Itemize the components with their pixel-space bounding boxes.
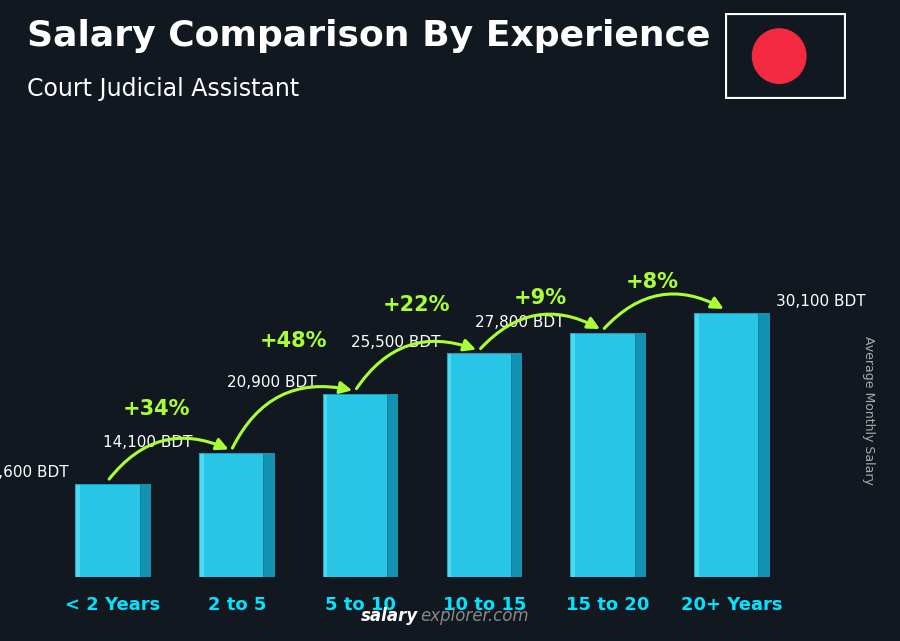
- Text: 10,600 BDT: 10,600 BDT: [0, 465, 69, 480]
- FancyBboxPatch shape: [76, 484, 140, 577]
- Polygon shape: [759, 313, 769, 577]
- Text: 20,900 BDT: 20,900 BDT: [227, 375, 317, 390]
- FancyBboxPatch shape: [571, 333, 634, 577]
- Polygon shape: [387, 394, 398, 577]
- FancyBboxPatch shape: [323, 394, 387, 577]
- Text: +34%: +34%: [123, 399, 191, 419]
- Polygon shape: [511, 353, 522, 577]
- Text: +8%: +8%: [626, 272, 679, 292]
- Text: 5 to 10: 5 to 10: [325, 596, 396, 614]
- Text: 25,500 BDT: 25,500 BDT: [351, 335, 440, 350]
- Text: +9%: +9%: [514, 288, 567, 308]
- Bar: [199, 453, 203, 577]
- Text: explorer.com: explorer.com: [420, 607, 529, 625]
- Polygon shape: [140, 484, 151, 577]
- FancyBboxPatch shape: [446, 353, 511, 577]
- Bar: [76, 484, 80, 577]
- Text: < 2 Years: < 2 Years: [66, 596, 160, 614]
- Text: salary: salary: [361, 607, 419, 625]
- Polygon shape: [264, 453, 274, 577]
- Polygon shape: [634, 333, 646, 577]
- Text: Average Monthly Salary: Average Monthly Salary: [862, 336, 875, 485]
- Text: 20+ Years: 20+ Years: [681, 596, 782, 614]
- Bar: [571, 333, 575, 577]
- Text: 14,100 BDT: 14,100 BDT: [104, 435, 193, 450]
- Bar: [446, 353, 451, 577]
- Circle shape: [752, 29, 806, 83]
- Text: Salary Comparison By Experience: Salary Comparison By Experience: [27, 19, 710, 53]
- Text: 15 to 20: 15 to 20: [566, 596, 650, 614]
- Bar: [694, 313, 698, 577]
- Text: Court Judicial Assistant: Court Judicial Assistant: [27, 77, 299, 101]
- Bar: [323, 394, 328, 577]
- Text: 30,100 BDT: 30,100 BDT: [776, 294, 865, 310]
- Text: 10 to 15: 10 to 15: [443, 596, 526, 614]
- Text: 27,800 BDT: 27,800 BDT: [474, 315, 564, 329]
- FancyBboxPatch shape: [694, 313, 759, 577]
- Text: +48%: +48%: [259, 331, 327, 351]
- Text: +22%: +22%: [383, 295, 451, 315]
- Text: 2 to 5: 2 to 5: [208, 596, 266, 614]
- FancyBboxPatch shape: [199, 453, 264, 577]
